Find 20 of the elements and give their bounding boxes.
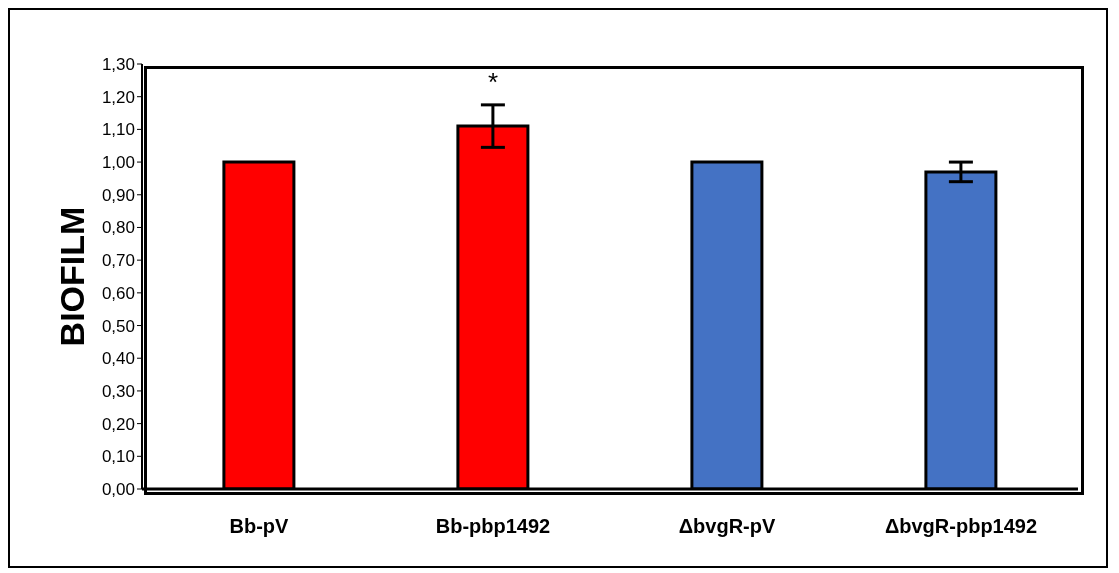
y-tick-label: 0,60 [101,283,135,303]
y-tick-label: 0,20 [101,414,135,434]
x-tick-label: Bb-pbp1492 [435,515,551,538]
y-tick-label: 1,30 [101,55,135,75]
x-tick-label: Bb-pV [229,515,290,538]
y-axis-title: BIOFILM [53,206,92,347]
y-tick-label: 0,10 [101,447,135,467]
y-tick-label: 1,20 [101,87,135,107]
y-tick-label: 0,50 [101,316,135,336]
y-tick-label: 0,90 [101,185,135,205]
y-tick-label: 1,00 [101,153,135,173]
y-tick-label: 0,00 [101,480,135,500]
y-tick-label: 1,10 [101,120,135,140]
annotation: * [487,66,499,97]
y-tick-label: 0,70 [101,251,135,271]
y-tick-label: 0,30 [101,381,135,401]
y-tick-label: 0,80 [101,218,135,238]
x-tick-label: ΔbvgR-pbp1492 [884,515,1038,538]
x-tick-label: ΔbvgR-pV [678,515,776,538]
y-tick-label: 0,40 [101,349,135,369]
